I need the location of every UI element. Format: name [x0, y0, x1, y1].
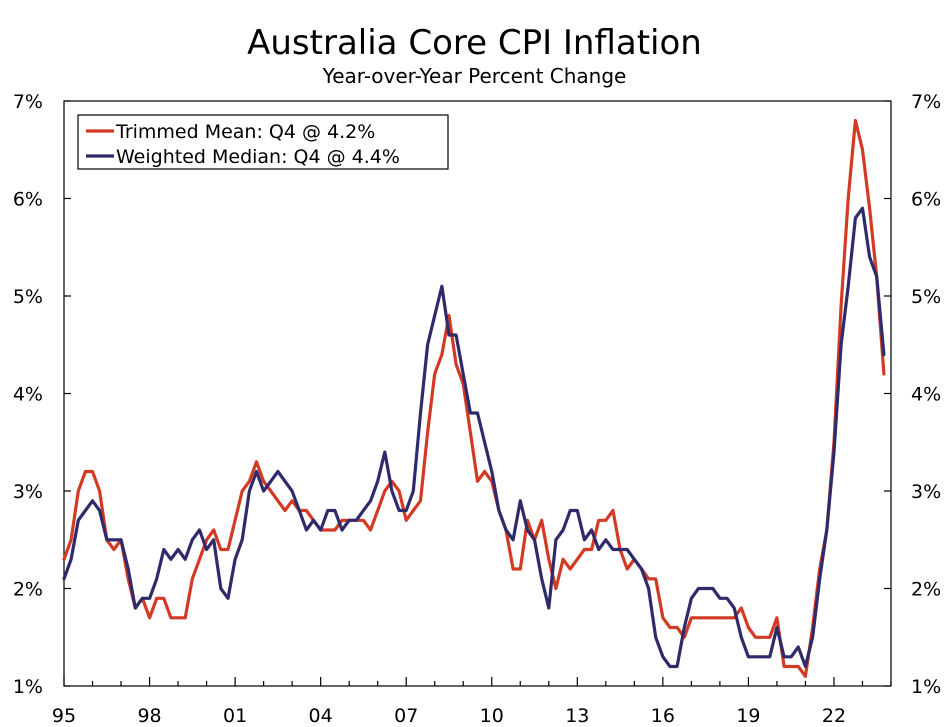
x-tick-label: 13 [565, 705, 589, 727]
y-tick-label-left: 5% [13, 286, 43, 308]
legend-label: Weighted Median: Q4 @ 4.4% [116, 146, 400, 168]
legend-box [77, 114, 449, 170]
series-line-trimmed-mean [62, 118, 886, 678]
x-tick-label: 16 [651, 705, 675, 727]
x-tick-label: 95 [52, 705, 76, 727]
y-axis-left: 1% 2% 3% 4% 5% 6% 7% [13, 91, 71, 698]
chart-subtitle: Year-over-Year Percent Change [322, 64, 627, 88]
x-tick-label: 07 [394, 705, 418, 727]
y-tick-label-left: 7% [13, 91, 43, 113]
y-tick-label-left: 4% [13, 384, 43, 406]
y-tick-label-right: 2% [911, 579, 941, 601]
legend: Trimmed Mean: Q4 @ 4.2% Weighted Median: … [77, 114, 449, 170]
y-tick-label-right: 3% [911, 481, 941, 503]
x-axis: 95 98 01 04 07 10 13 16 19 22 [52, 677, 892, 727]
x-tick-label: 98 [137, 705, 161, 727]
x-tick-label: 01 [223, 705, 247, 727]
y-tick-label-right: 7% [911, 91, 941, 113]
y-tick-label-right: 1% [911, 676, 941, 698]
x-tick-label: 04 [309, 705, 333, 727]
y-axis-right: 1% 2% 3% 4% 5% 6% 7% [884, 91, 941, 698]
series-line-weighted-median [62, 206, 886, 669]
y-tick-label-right: 6% [911, 189, 941, 211]
y-tick-label-left: 2% [13, 579, 43, 601]
y-tick-label-left: 6% [13, 189, 43, 211]
y-tick-label-left: 3% [13, 481, 43, 503]
legend-label: Trimmed Mean: Q4 @ 4.2% [115, 121, 375, 143]
x-tick-label: 19 [736, 705, 760, 727]
y-tick-label-right: 5% [911, 286, 941, 308]
x-tick-label: 10 [480, 705, 504, 727]
x-tick-label: 22 [822, 705, 846, 727]
y-tick-label-right: 4% [911, 384, 941, 406]
chart-title: Australia Core CPI Inflation [247, 23, 702, 63]
series-lines [62, 118, 886, 678]
y-tick-label-left: 1% [13, 676, 43, 698]
